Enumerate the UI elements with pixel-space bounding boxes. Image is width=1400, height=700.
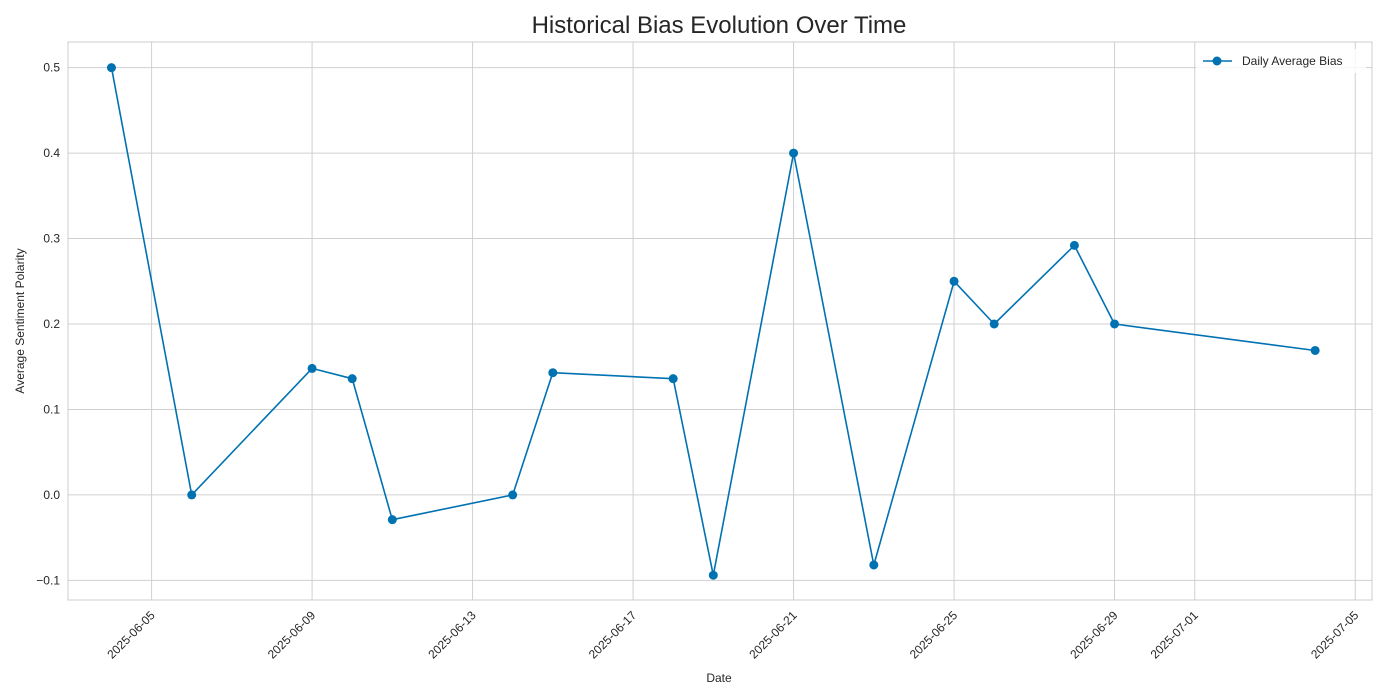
data-point: [708, 570, 718, 580]
y-tick-label: −0.1: [36, 573, 60, 587]
y-tick-label: 0.1: [43, 402, 60, 416]
data-point: [949, 276, 959, 286]
data-point: [508, 490, 518, 500]
data-point: [1110, 319, 1120, 329]
data-point: [989, 319, 999, 329]
data-point: [106, 63, 116, 73]
y-tick-label: 0.2: [43, 317, 60, 331]
data-point: [668, 374, 678, 384]
y-tick-label: 0.5: [43, 61, 60, 75]
data-point: [869, 560, 879, 570]
y-axis-ticks: −0.1 0.0 0.1 0.2 0.3 0.4 0.5: [36, 61, 60, 588]
series-line: [110, 67, 1316, 577]
legend-marker: [1212, 56, 1222, 66]
y-tick-label: 0.3: [43, 232, 60, 246]
data-point: [307, 363, 317, 373]
series-layer: [106, 63, 1320, 580]
chart-title: Historical Bias Evolution Over Time: [532, 12, 907, 39]
data-point: [187, 490, 197, 500]
data-point: [1310, 345, 1320, 355]
data-point: [1069, 240, 1079, 250]
data-point: [789, 148, 799, 158]
data-point: [387, 515, 397, 525]
legend: Daily Average Bias: [1196, 49, 1366, 73]
y-axis-label: Average Sentiment Polarity: [13, 248, 27, 393]
y-tick-label: 0.4: [43, 146, 60, 160]
plot-frame: [67, 41, 1373, 601]
data-point: [548, 368, 558, 378]
data-point: [347, 374, 357, 384]
x-axis-label: Date: [706, 671, 732, 685]
y-tick-label: 0.0: [43, 488, 60, 502]
legend-label: Daily Average Bias: [1242, 54, 1343, 68]
